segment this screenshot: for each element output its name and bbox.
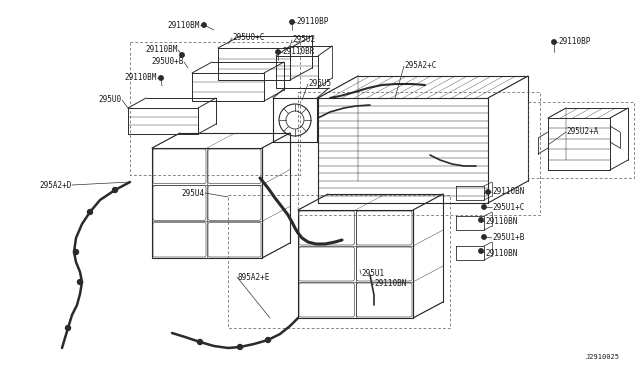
Text: 29110BN: 29110BN [374,279,406,289]
Text: 295U0+B: 295U0+B [152,58,184,67]
Circle shape [202,23,206,27]
Circle shape [77,279,83,285]
Text: 895A2+E: 895A2+E [237,273,269,282]
Text: 29110BM: 29110BM [125,74,157,83]
Circle shape [237,344,243,350]
Circle shape [74,250,79,254]
Circle shape [159,76,163,80]
Text: J2910025: J2910025 [586,354,620,360]
Text: 29110BM: 29110BM [146,45,178,55]
Text: 29110BP: 29110BP [558,38,590,46]
Circle shape [88,209,93,215]
Circle shape [482,235,486,239]
Circle shape [486,190,490,194]
Text: 295U0+C: 295U0+C [232,33,264,42]
Text: 29110BR: 29110BR [282,48,314,57]
Circle shape [180,53,184,57]
Circle shape [266,337,271,343]
Text: 295U1+C: 295U1+C [492,202,524,212]
Circle shape [113,187,118,192]
Text: 295U1+B: 295U1+B [492,234,524,243]
Circle shape [276,50,280,54]
Circle shape [198,340,202,344]
Text: 295U0: 295U0 [99,96,122,105]
Circle shape [290,20,294,24]
Text: 295A2+C: 295A2+C [404,61,436,71]
Text: 295U5: 295U5 [308,80,331,89]
Text: 295U4: 295U4 [182,189,205,198]
Circle shape [479,249,483,253]
Text: 29110BP: 29110BP [296,17,328,26]
Text: 29110BM: 29110BM [168,20,200,29]
Circle shape [552,40,556,44]
Circle shape [482,205,486,209]
Text: 295U2+A: 295U2+A [566,128,598,137]
Circle shape [65,326,70,330]
Text: 29110BN: 29110BN [485,248,517,257]
Text: 29110BN: 29110BN [492,187,524,196]
Text: 295A2+D: 295A2+D [40,180,72,189]
Text: 29110BN: 29110BN [485,218,517,227]
Circle shape [479,218,483,222]
Text: 295U1: 295U1 [361,269,384,279]
Text: 295U2: 295U2 [292,35,315,45]
